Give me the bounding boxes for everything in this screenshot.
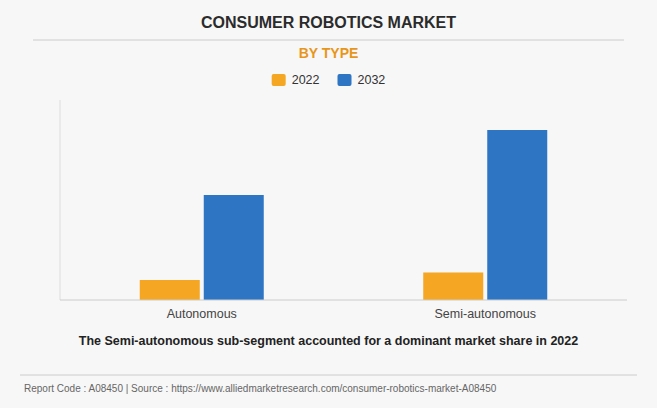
bar [204,195,264,300]
background [0,0,657,408]
legend-item: 2032 [338,73,386,87]
title-divider [33,40,624,41]
y-axis-line [60,100,61,300]
legend-item: 2022 [272,73,320,87]
title: CONSUMER ROBOTICS MARKET [201,14,456,31]
footer-divider [20,375,637,376]
legend-swatch [338,74,352,86]
legend: 2022 2032 [272,73,386,87]
chart-container: CONSUMER ROBOTICS MARKET BY TYPE 2022 2032 A… [0,0,657,408]
x-tick-label: Autonomous [167,307,237,321]
bar [487,130,547,300]
x-axis-line [60,300,627,301]
legend-swatch [272,74,286,86]
bars [140,130,548,300]
legend-label: 2022 [292,73,320,87]
bar [423,273,483,301]
bar [140,280,200,300]
footer-text: The Semi-autonomous sub-segment accounte… [79,334,578,348]
chart-svg: CONSUMER ROBOTICS MARKET BY TYPE 2022 2032 A… [0,0,657,408]
x-tick-label: Semi-autonomous [435,307,536,321]
legend-label: 2032 [358,73,386,87]
report-text: Report Code : A08450 | Source : https://… [24,383,497,394]
subtitle: BY TYPE [299,45,359,61]
